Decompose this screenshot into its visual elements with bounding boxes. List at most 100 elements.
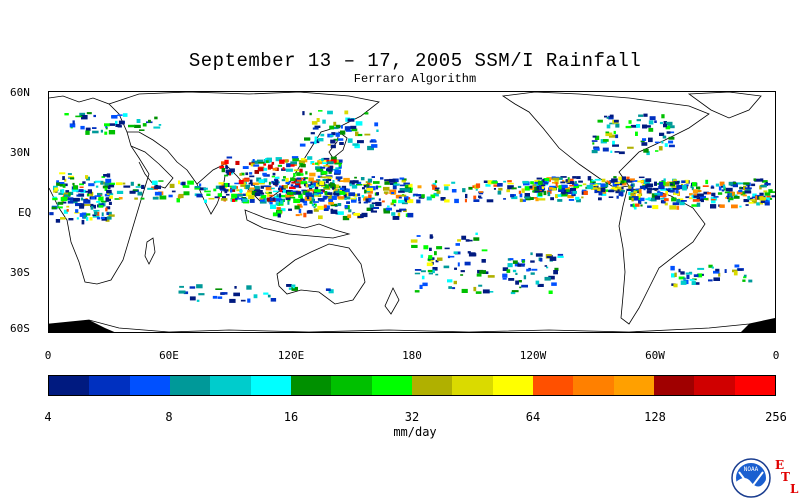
rain-patch	[299, 168, 303, 173]
rain-patch	[79, 112, 86, 117]
rain-patch	[673, 179, 677, 182]
rain-patch	[333, 191, 341, 196]
rain-patch	[269, 202, 273, 205]
rain-patch	[511, 290, 519, 293]
rain-patch	[544, 276, 551, 281]
rain-patch	[337, 196, 345, 199]
colorbar-label-16: 16	[283, 410, 299, 424]
rain-patch	[72, 182, 75, 186]
rain-patch	[451, 189, 457, 193]
rain-patch	[666, 131, 671, 134]
rain-patch	[521, 188, 525, 193]
lon-label-60e: 60E	[159, 349, 179, 362]
rain-patch	[538, 185, 542, 189]
rain-patch	[56, 206, 63, 209]
rain-patch	[460, 274, 464, 276]
rain-patch	[630, 178, 635, 181]
rain-patch	[404, 196, 409, 201]
rain-patch	[487, 180, 493, 185]
rain-patch	[196, 193, 203, 198]
rain-patch	[742, 194, 747, 197]
rain-patch	[297, 203, 302, 206]
rain-patch	[116, 190, 124, 194]
rain-patch	[315, 162, 319, 165]
rain-patch	[291, 156, 299, 159]
rain-patch	[725, 187, 733, 192]
rain-patch	[644, 201, 648, 204]
rain-patch	[521, 284, 528, 288]
rain-patch	[179, 285, 184, 288]
rain-patch	[368, 194, 372, 199]
rain-patch	[663, 182, 670, 187]
rain-patch	[468, 252, 476, 257]
rain-patch	[363, 196, 368, 201]
rain-patch	[78, 193, 85, 197]
rain-patch	[242, 193, 247, 196]
rain-patch	[502, 278, 507, 280]
rain-patch	[313, 193, 320, 196]
rain-patch	[226, 156, 233, 159]
rain-patch	[419, 284, 423, 289]
rain-patch	[426, 262, 433, 267]
rain-patch	[330, 209, 338, 214]
rain-patch	[444, 199, 450, 203]
rain-patch	[308, 177, 314, 182]
rain-patch	[399, 208, 407, 211]
rain-patch	[194, 187, 201, 190]
rain-patch	[129, 190, 136, 194]
rain-patch	[115, 124, 121, 127]
rain-patch	[373, 139, 376, 142]
rain-patch	[697, 267, 705, 270]
rain-patch	[636, 124, 641, 128]
rain-patch	[416, 199, 421, 204]
rain-patch	[613, 130, 616, 134]
rain-patch	[313, 206, 316, 208]
rain-patch	[613, 176, 617, 179]
rain-patch	[685, 196, 690, 199]
rain-patch	[106, 173, 111, 178]
rain-patch	[332, 186, 335, 190]
rain-patch	[317, 205, 324, 210]
rain-patch	[498, 187, 503, 191]
rain-patch	[764, 201, 770, 206]
rain-patch	[399, 184, 406, 187]
rain-patch	[81, 115, 88, 120]
rain-patch	[686, 274, 690, 279]
rain-patch	[660, 188, 668, 191]
rain-patch	[288, 287, 294, 290]
rain-patch	[703, 191, 709, 195]
rain-patch	[578, 180, 583, 183]
rain-patch	[387, 205, 390, 208]
rain-patch	[135, 186, 142, 188]
rain-patch	[370, 207, 374, 212]
rain-patch	[598, 191, 603, 196]
rain-patch	[703, 198, 708, 200]
rain-patch	[692, 282, 700, 285]
rain-patch	[507, 180, 512, 183]
rain-patch	[64, 113, 69, 116]
rain-patch	[343, 193, 347, 198]
rain-patch	[60, 217, 66, 220]
rain-patch	[655, 150, 659, 152]
rain-patch	[260, 185, 264, 189]
rain-patch	[105, 124, 108, 128]
rain-patch	[393, 204, 396, 207]
rain-patch	[548, 275, 555, 280]
rain-patch	[638, 114, 644, 117]
rain-patch	[668, 136, 675, 140]
rain-patch	[104, 131, 108, 135]
rain-patch	[67, 200, 74, 204]
rain-patch	[615, 134, 619, 139]
rain-patch	[311, 185, 315, 188]
antarctica-coastline	[49, 318, 775, 332]
rain-patch	[106, 212, 109, 215]
rain-patch	[329, 194, 333, 199]
rain-patch	[541, 184, 546, 187]
rain-patch	[669, 189, 675, 193]
rain-patch	[117, 114, 123, 116]
rain-patch	[72, 120, 75, 125]
etl-letter-l: L	[790, 482, 799, 496]
rain-patch	[181, 181, 186, 186]
rain-patch	[298, 186, 302, 189]
rain-patch	[335, 162, 343, 165]
